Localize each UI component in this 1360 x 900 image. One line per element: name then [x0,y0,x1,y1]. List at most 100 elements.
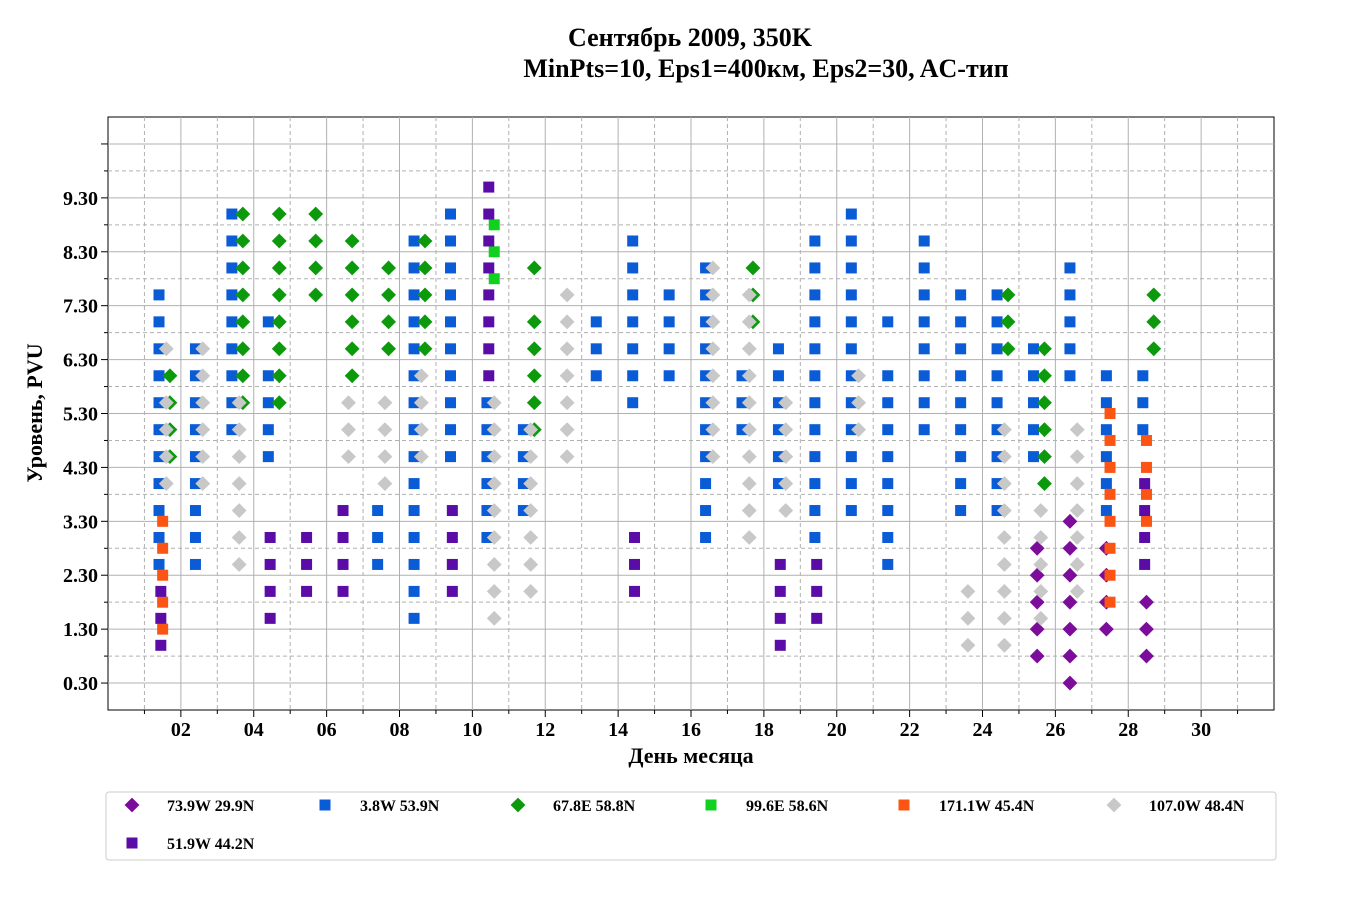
data-point [778,503,794,518]
data-point [1062,621,1078,637]
data-point [774,639,786,651]
legend-marker [1106,797,1122,813]
data-point [231,449,247,465]
data-point [809,505,821,517]
data-point [996,530,1012,545]
data-point [1029,648,1045,664]
data-point [157,569,169,581]
data-point [960,610,976,626]
data-point [1069,476,1085,492]
data-point [1104,515,1116,527]
data-point [408,262,420,274]
x-tick-label: 08 [390,719,410,741]
data-point [1069,583,1085,599]
data-point [955,289,967,301]
data-point [264,558,276,570]
data-point [231,557,247,572]
data-point [235,314,251,330]
data-point [341,395,356,411]
data-point [344,314,360,330]
data-point [153,316,165,328]
data-point [845,451,857,463]
data-point [488,246,500,258]
data-point [445,316,457,328]
data-point [262,451,274,463]
data-point [851,395,867,411]
data-point [1037,395,1052,411]
data-point [446,505,458,517]
data-point [408,316,420,328]
data-point [1033,530,1049,545]
data-point [1037,341,1052,357]
chart-title: Сентябрь 2009, 350K [568,23,813,52]
data-point [1139,558,1151,570]
data-point [1028,451,1040,463]
data-point [559,422,575,438]
data-point [486,395,502,411]
data-point [809,370,821,382]
data-point [195,422,211,438]
x-tick-label: 10 [462,719,482,741]
data-point [1069,530,1085,545]
data-point [153,505,165,517]
data-point [955,343,967,355]
data-point [845,208,857,220]
legend-marker [705,799,717,811]
data-point [955,478,967,490]
data-point [1000,287,1016,303]
data-point [341,422,356,438]
data-point [809,343,821,355]
data-point [1029,621,1045,637]
data-point [195,449,211,465]
series-4 [157,408,1152,635]
data-point [372,558,384,570]
data-point [408,235,420,247]
data-point [526,341,542,357]
data-point [189,531,201,543]
data-point [918,235,930,247]
data-point [1140,515,1152,527]
data-point [700,505,712,517]
data-point [523,583,539,599]
data-point [1033,610,1049,626]
x-tick-label: 20 [827,719,847,741]
data-point [1000,314,1016,330]
data-point [445,262,457,274]
data-point [1104,488,1116,500]
data-point [627,343,639,355]
data-point [882,478,894,490]
data-point [882,370,894,382]
data-point [486,583,502,599]
data-point [809,235,821,247]
data-point [158,449,174,465]
data-point [1037,368,1052,384]
data-point [774,558,786,570]
y-tick-label: 7.30 [63,296,98,318]
data-point [1062,513,1078,529]
data-point [960,583,976,599]
data-point [1100,451,1112,463]
data-point [1028,370,1040,382]
data-point [809,262,821,274]
data-point [271,260,287,276]
series-3 [488,219,500,285]
data-point [1146,287,1162,303]
data-point [526,260,542,276]
data-point [918,262,930,274]
data-point [705,341,721,357]
data-point [446,558,458,570]
legend-label: 51.9W 44.2N [167,836,255,853]
data-point [445,424,457,436]
data-point [526,395,542,411]
data-point [705,422,721,438]
data-point [960,637,976,653]
legend-label: 107.0W 48.4N [1149,798,1245,815]
data-point [231,395,247,411]
data-point [741,422,757,438]
data-point [271,287,287,303]
data-point [308,206,324,222]
data-point [1140,488,1152,500]
data-point [778,449,794,465]
data-point [408,558,420,570]
data-point [955,505,967,517]
